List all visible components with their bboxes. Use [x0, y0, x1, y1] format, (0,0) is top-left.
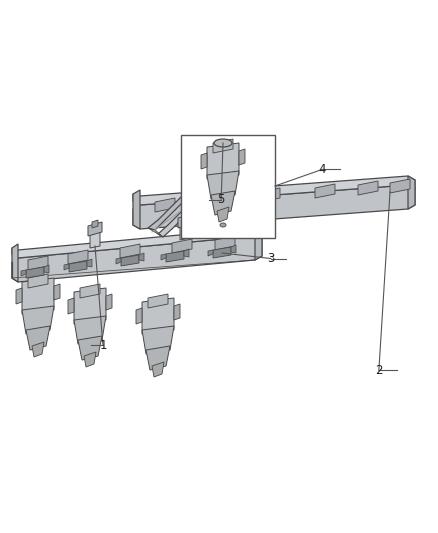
Polygon shape: [64, 264, 69, 270]
Polygon shape: [148, 294, 168, 308]
Polygon shape: [28, 256, 48, 270]
Ellipse shape: [214, 139, 232, 147]
Polygon shape: [22, 306, 54, 334]
Polygon shape: [158, 160, 268, 237]
Polygon shape: [358, 181, 378, 195]
Text: 4: 4: [318, 163, 326, 176]
Polygon shape: [136, 308, 142, 324]
Text: 5: 5: [218, 193, 225, 206]
Text: 2: 2: [375, 364, 383, 377]
Polygon shape: [87, 259, 92, 267]
Polygon shape: [120, 244, 140, 258]
Polygon shape: [44, 265, 49, 273]
Polygon shape: [133, 176, 415, 205]
Polygon shape: [390, 179, 410, 193]
Polygon shape: [148, 155, 258, 230]
Polygon shape: [12, 244, 18, 282]
Polygon shape: [133, 185, 415, 229]
Polygon shape: [207, 143, 239, 179]
Polygon shape: [148, 228, 163, 237]
Ellipse shape: [220, 223, 226, 227]
Polygon shape: [54, 284, 60, 300]
Polygon shape: [184, 249, 189, 257]
Polygon shape: [26, 326, 50, 350]
Polygon shape: [208, 250, 213, 256]
Polygon shape: [68, 298, 74, 314]
Polygon shape: [255, 155, 268, 167]
Polygon shape: [180, 218, 190, 240]
Polygon shape: [201, 153, 207, 169]
Polygon shape: [78, 336, 102, 360]
Polygon shape: [174, 304, 180, 320]
Polygon shape: [139, 253, 144, 261]
Polygon shape: [12, 228, 262, 258]
Polygon shape: [408, 176, 415, 209]
Polygon shape: [116, 258, 121, 264]
Text: 1: 1: [99, 339, 107, 352]
Polygon shape: [211, 191, 235, 215]
Polygon shape: [80, 284, 100, 298]
Polygon shape: [21, 270, 26, 276]
Bar: [181, 135, 275, 238]
Polygon shape: [12, 236, 262, 282]
Polygon shape: [88, 222, 102, 236]
Polygon shape: [155, 198, 175, 212]
Polygon shape: [22, 278, 54, 314]
Polygon shape: [142, 298, 174, 334]
Polygon shape: [161, 254, 166, 260]
Polygon shape: [121, 255, 139, 266]
Polygon shape: [90, 226, 100, 248]
Text: 3: 3: [267, 252, 274, 265]
Polygon shape: [260, 188, 280, 202]
Polygon shape: [215, 236, 235, 250]
Polygon shape: [74, 316, 106, 344]
Polygon shape: [152, 362, 164, 377]
Polygon shape: [16, 288, 22, 304]
Polygon shape: [69, 261, 87, 272]
Polygon shape: [178, 214, 192, 228]
Polygon shape: [231, 245, 236, 253]
Polygon shape: [28, 274, 48, 288]
Polygon shape: [32, 342, 44, 357]
Polygon shape: [142, 326, 174, 354]
Polygon shape: [239, 149, 245, 165]
Polygon shape: [213, 139, 233, 153]
Polygon shape: [106, 294, 112, 310]
Polygon shape: [213, 247, 231, 258]
Polygon shape: [172, 239, 192, 253]
Polygon shape: [166, 251, 184, 262]
Polygon shape: [205, 193, 225, 207]
Polygon shape: [68, 250, 88, 264]
Polygon shape: [84, 352, 96, 367]
Polygon shape: [217, 207, 229, 222]
Polygon shape: [146, 346, 170, 370]
Polygon shape: [74, 288, 106, 324]
Polygon shape: [207, 171, 239, 199]
Polygon shape: [315, 184, 335, 198]
Polygon shape: [92, 220, 98, 228]
Polygon shape: [182, 212, 188, 220]
Polygon shape: [133, 190, 140, 229]
Polygon shape: [255, 228, 262, 260]
Polygon shape: [26, 267, 44, 278]
